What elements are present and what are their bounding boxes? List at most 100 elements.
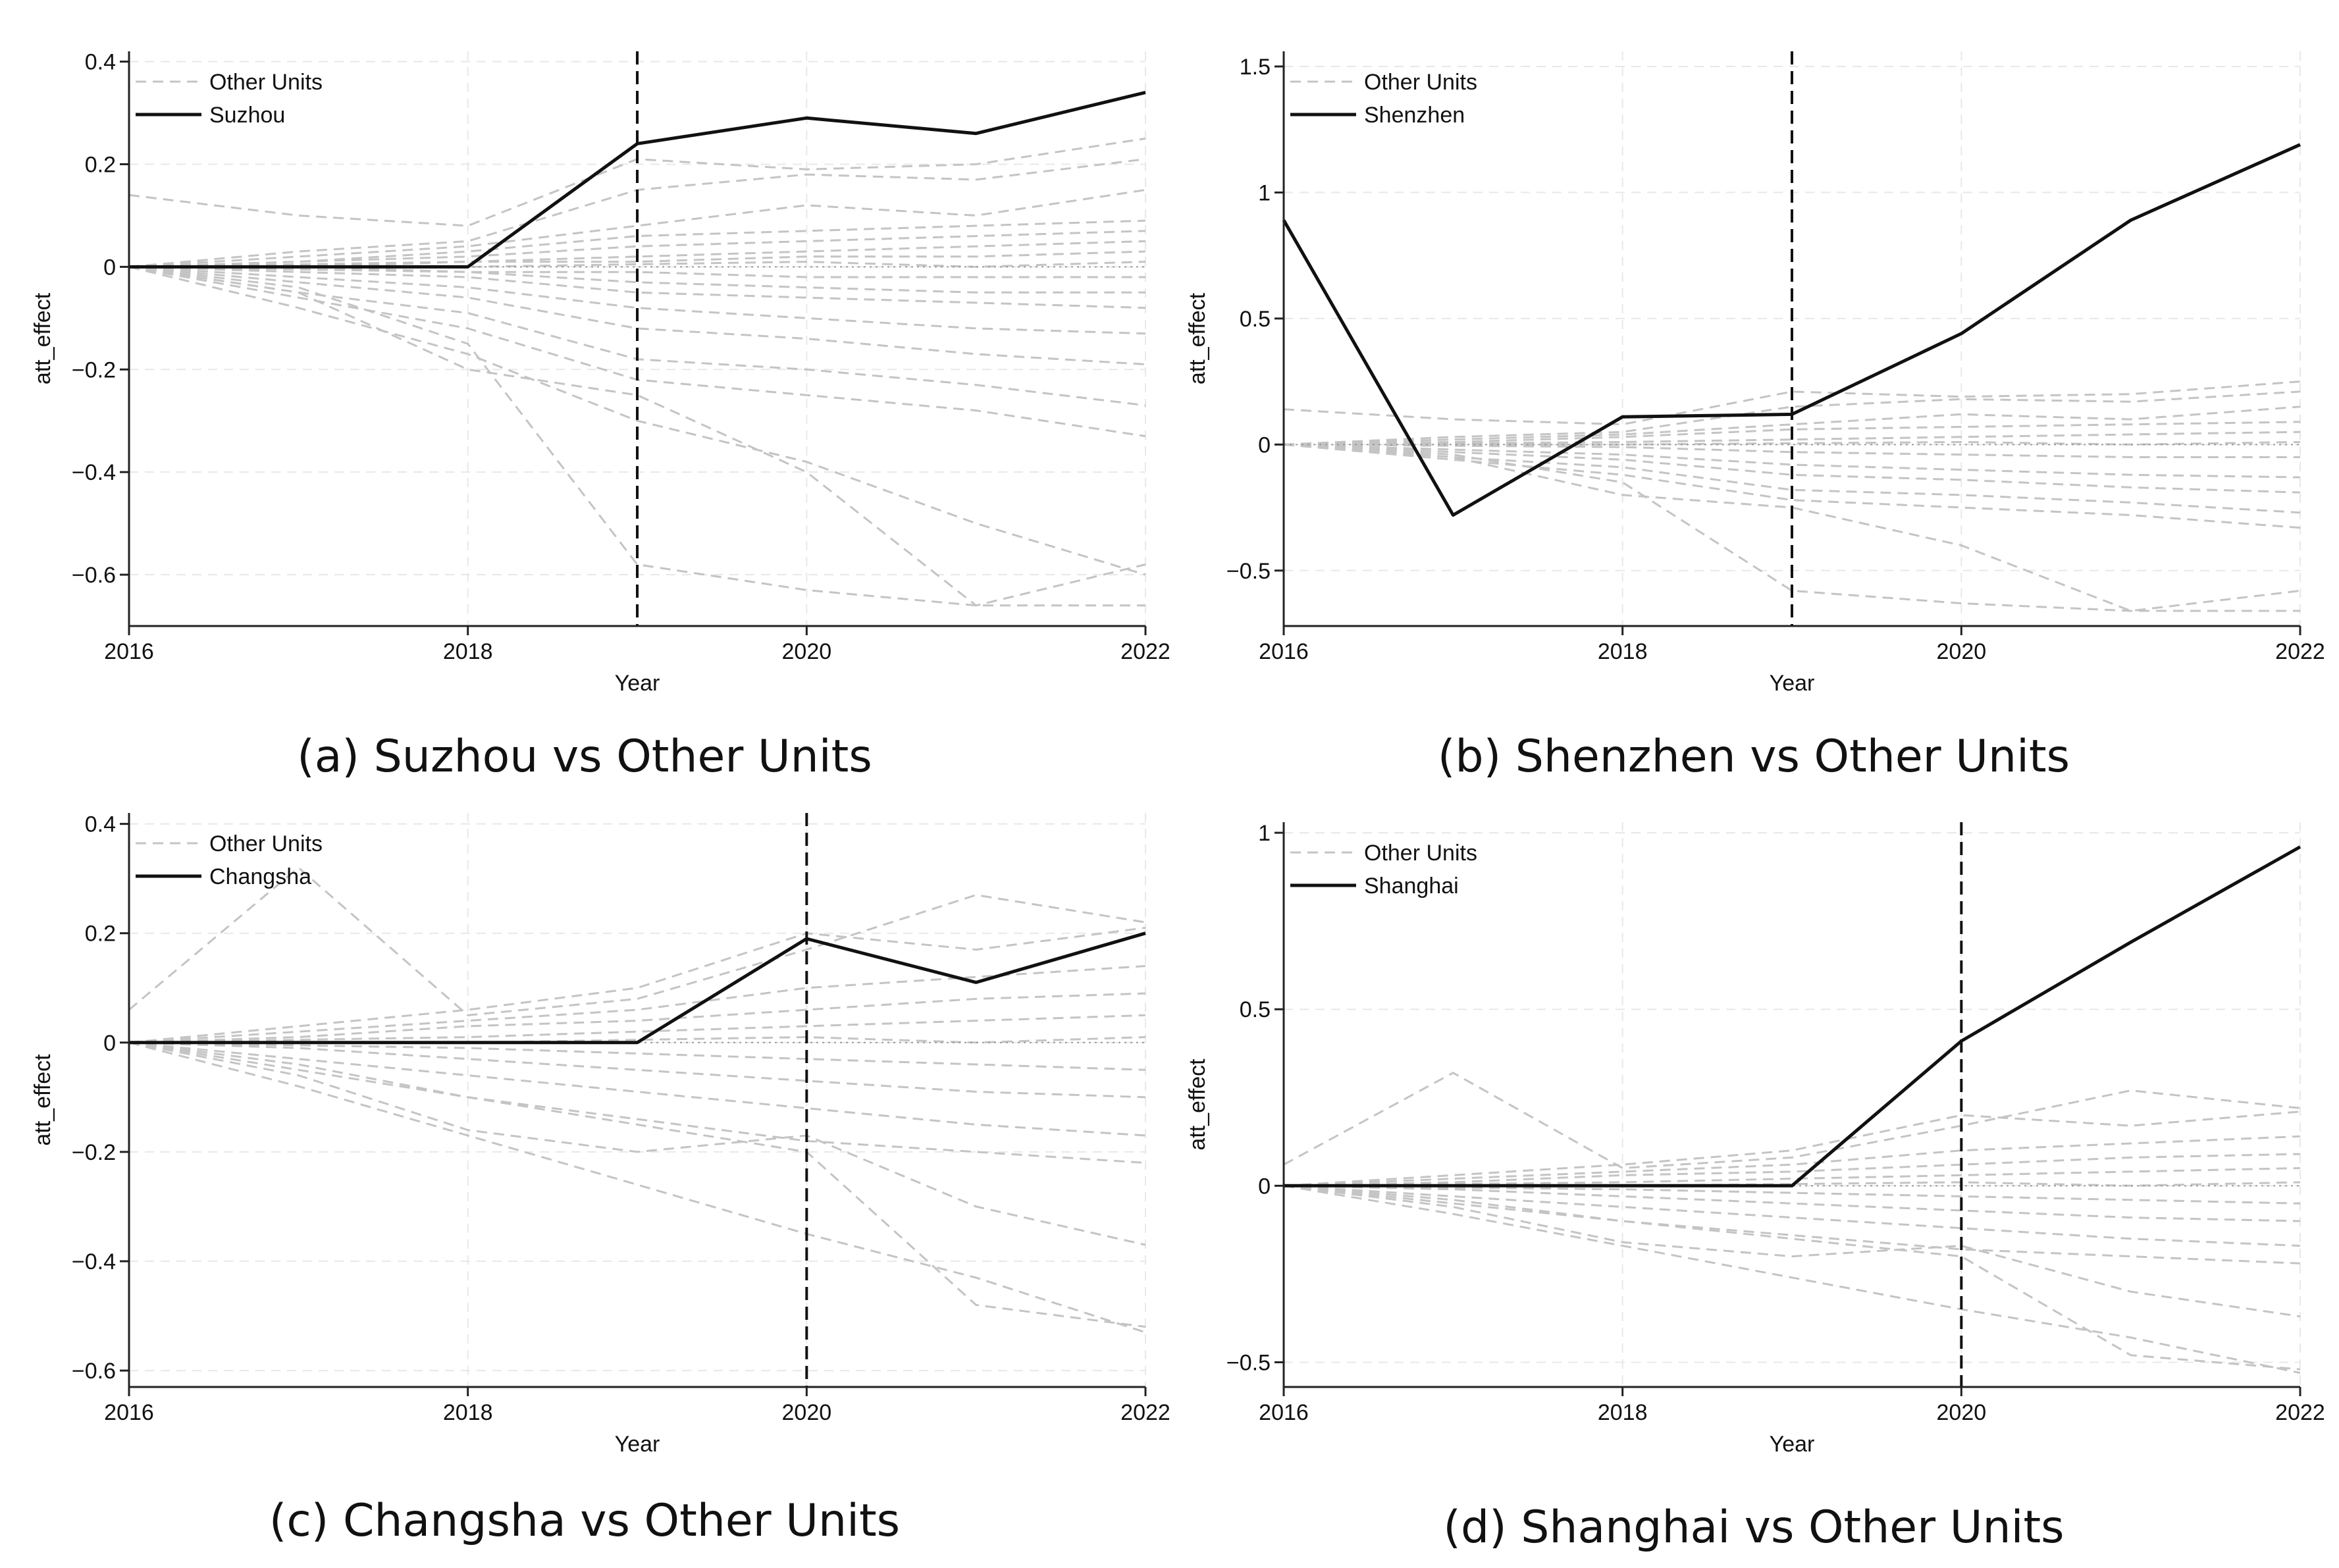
series-line-other-unit bbox=[1283, 1167, 2301, 1187]
series-line-other-unit bbox=[128, 1041, 1146, 1071]
legend-label-treated: Shenzhen bbox=[1364, 103, 1465, 128]
series-line-treated bbox=[1282, 143, 2301, 517]
y-tick-label: 0 bbox=[103, 1031, 116, 1056]
legend-label-other-units: Other Units bbox=[209, 70, 323, 95]
legend-label-treated: Suzhou bbox=[209, 103, 285, 128]
series-line-other-unit bbox=[1283, 1135, 2301, 1187]
x-tick-label: 2020 bbox=[1937, 1400, 1987, 1425]
y-tick-label: −0.4 bbox=[72, 1249, 116, 1274]
series-line-other-unit bbox=[1283, 1184, 2301, 1205]
y-tick-label: −0.2 bbox=[72, 1140, 116, 1165]
x-tick-label: 2016 bbox=[1259, 1400, 1309, 1425]
legend-label-other-units: Other Units bbox=[1364, 70, 1477, 95]
x-tick-label: 2018 bbox=[1598, 1400, 1648, 1425]
x-tick-label: 2020 bbox=[1937, 639, 1987, 664]
series-line-treated bbox=[129, 90, 1146, 269]
y-tick-label: −0.5 bbox=[1226, 1350, 1271, 1375]
y-tick-label: −0.4 bbox=[72, 460, 116, 485]
legend-label-other-units: Other Units bbox=[1364, 841, 1477, 866]
y-tick-label: 0.5 bbox=[1240, 997, 1271, 1022]
y-axis-title: att_effect bbox=[30, 292, 55, 384]
series-line-other-unit bbox=[128, 265, 1145, 294]
x-axis-title: Year bbox=[615, 1432, 660, 1457]
x-axis-title: Year bbox=[1770, 671, 1815, 696]
series-line-other-unit bbox=[128, 926, 1146, 1044]
x-tick-label: 2016 bbox=[104, 1400, 154, 1425]
y-tick-label: 0.2 bbox=[85, 922, 116, 947]
y-tick-label: −0.5 bbox=[1226, 559, 1271, 584]
x-tick-label: 2020 bbox=[782, 1400, 832, 1425]
x-tick-label: 2018 bbox=[1598, 639, 1648, 664]
series-line-other-unit bbox=[128, 1014, 1146, 1044]
x-tick-label: 2022 bbox=[2275, 1400, 2325, 1425]
x-tick-label: 2022 bbox=[1120, 1400, 1169, 1425]
y-tick-label: 0.5 bbox=[1240, 307, 1271, 332]
x-axis-title: Year bbox=[615, 671, 660, 696]
y-tick-label: 0.4 bbox=[85, 50, 116, 75]
series-line-other-unit bbox=[128, 265, 1146, 576]
x-tick-label: 2020 bbox=[782, 639, 832, 664]
series-line-other-unit bbox=[128, 992, 1146, 1044]
y-axis-title: att_effect bbox=[30, 1054, 55, 1146]
series-line-other-unit bbox=[128, 1041, 1146, 1246]
series-line-other-unit bbox=[129, 250, 1146, 268]
series-line-other-unit bbox=[128, 1041, 1146, 1164]
series-line-other-unit bbox=[128, 1041, 1146, 1334]
series-line-treated bbox=[1284, 845, 2301, 1188]
series-line-other-unit bbox=[1284, 440, 2301, 446]
series-line-other-unit bbox=[1283, 1071, 2301, 1170]
y-axis-title: att_effect bbox=[1185, 292, 1210, 384]
series-line-other-unit bbox=[128, 1041, 1146, 1328]
y-tick-label: 0.4 bbox=[85, 812, 116, 837]
series-line-other-unit bbox=[128, 219, 1146, 268]
series-line-other-unit bbox=[128, 230, 1146, 268]
y-tick-label: 1 bbox=[1258, 180, 1271, 205]
y-tick-label: 0 bbox=[103, 255, 116, 280]
series-line-other-unit bbox=[128, 265, 1146, 309]
y-tick-label: 0 bbox=[1258, 1174, 1271, 1199]
series-line-other-unit bbox=[1283, 421, 2301, 446]
y-tick-label: 1.5 bbox=[1240, 55, 1271, 80]
chart-shanghai: 1 0.5 0 −0.5 2016 2018 2020 2022 Year att_effect O… bbox=[1185, 821, 2325, 1457]
series-line-other-unit bbox=[1284, 1181, 2301, 1187]
legend-label-treated: Shanghai bbox=[1364, 874, 1459, 899]
panel-shanghai: 1 0.5 0 −0.5 2016 2018 2020 2022 Year att_effect O… bbox=[1169, 784, 2338, 1568]
x-tick-label: 2016 bbox=[1259, 639, 1309, 664]
series-line-treated bbox=[129, 931, 1146, 1045]
series-line-other-unit bbox=[128, 265, 1146, 607]
y-tick-label: −0.6 bbox=[72, 563, 116, 588]
caption-shenzhen: (b) Shenzhen vs Other Units bbox=[1437, 731, 2070, 783]
series-line-other-unit bbox=[129, 265, 1145, 278]
series-line-other-unit bbox=[128, 1041, 1146, 1137]
series-line-other-unit bbox=[1283, 1184, 2301, 1247]
x-tick-label: 2018 bbox=[443, 639, 493, 664]
y-tick-label: 1 bbox=[1258, 821, 1271, 846]
series-line-other-unit bbox=[1283, 1184, 2301, 1222]
series-line-other-unit bbox=[1283, 1184, 2301, 1318]
x-axis-title: Year bbox=[1770, 1432, 1815, 1457]
y-tick-label: 0.2 bbox=[85, 152, 116, 177]
series-line-other-unit bbox=[1283, 443, 2300, 458]
x-tick-label: 2018 bbox=[443, 1400, 493, 1425]
y-tick-label: 0 bbox=[1258, 432, 1271, 457]
legend-label-other-units: Other Units bbox=[209, 831, 323, 856]
series-line-other-unit bbox=[1283, 1153, 2301, 1187]
legend-label-treated: Changsha bbox=[209, 864, 311, 889]
series-line-other-unit bbox=[1283, 443, 2301, 494]
series-line-other-unit bbox=[128, 1041, 1146, 1099]
chart-shenzhen: 1.5 1 0.5 0 −0.5 2016 2018 2020 2022 Year att_effe… bbox=[1185, 51, 2325, 696]
series-line-other-unit bbox=[128, 866, 1146, 1016]
series-line-other-unit bbox=[1283, 443, 2300, 612]
series-line-other-unit bbox=[1283, 443, 2301, 479]
series-line-other-unit bbox=[1283, 405, 2301, 446]
caption-suzhou: (a) Suzhou vs Other Units bbox=[297, 731, 872, 783]
series-line-other-unit bbox=[1283, 431, 2301, 446]
panel-suzhou: 0.4 0.2 0 −0.2 −0.4 −0.6 2016 2018 2020 2022 Year a… bbox=[0, 0, 1169, 784]
chart-suzhou: 0.4 0.2 0 −0.2 −0.4 −0.6 2016 2018 2020 2022 Year a… bbox=[30, 50, 1169, 696]
panel-shenzhen: 1.5 1 0.5 0 −0.5 2016 2018 2020 2022 Year att_effe… bbox=[1169, 0, 2338, 784]
caption-changsha: (c) Changsha vs Other Units bbox=[269, 1495, 901, 1547]
series-line-other-unit bbox=[1283, 1184, 2301, 1374]
series-line-other-unit bbox=[128, 240, 1146, 268]
y-axis-title: att_effect bbox=[1185, 1058, 1210, 1151]
